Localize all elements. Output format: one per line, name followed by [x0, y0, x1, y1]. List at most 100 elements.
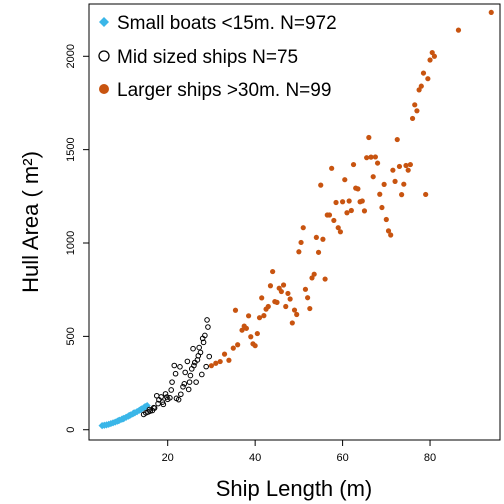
legend-entry-larger-ships: Larger ships >30m. N=99 [99, 80, 331, 101]
y-axis-ticks: 0 500 1000 1500 2000 [65, 44, 89, 433]
mid-sized-ship-point [204, 317, 210, 323]
mid-sized-ship-point [180, 383, 186, 390]
legend-filled-circle-marker [99, 84, 109, 94]
larger-ship-point [337, 229, 344, 235]
data-points [98, 9, 494, 430]
larger-ship-point [355, 186, 361, 192]
larger-ship-point [252, 343, 258, 349]
larger-ship-point [335, 225, 341, 231]
mid-sized-ship-point [202, 332, 208, 339]
x-tick-label: 80 [424, 452, 436, 464]
legend-label-small-boats: Small boats <15m. N=972 [117, 13, 337, 34]
legend-entry-small-boats: Small boats <15m. N=972 [99, 13, 337, 34]
larger-ship-point [364, 155, 370, 161]
larger-ship-point [274, 299, 280, 305]
larger-ship-point [239, 327, 245, 333]
larger-ship-point [388, 232, 394, 238]
small-boat-point [136, 405, 145, 414]
mid-sized-ship-point [197, 349, 204, 356]
larger-ship-point [265, 303, 271, 310]
larger-ship-point [381, 181, 387, 187]
mid-sized-ship-point [155, 400, 161, 407]
mid-sized-ship-point [191, 362, 197, 369]
larger-ship-point [412, 102, 418, 108]
mid-sized-ship-point [193, 379, 199, 385]
larger-ship-point [383, 216, 389, 223]
larger-ship-point [423, 191, 429, 198]
larger-ship-point [285, 290, 291, 297]
larger-ship-point [230, 345, 236, 351]
larger-ship-point [278, 288, 284, 295]
larger-ship-point [320, 236, 326, 242]
x-axis-title: Ship Length (m) [216, 476, 373, 501]
larger-ship-point [348, 207, 354, 214]
larger-ship-point [401, 181, 407, 187]
legend-entry-mid-sized: Mid sized ships N=75 [98, 47, 298, 68]
mid-sized-ship-point [205, 324, 211, 330]
legend-label-larger-ships: Larger ships >30m. N=99 [117, 80, 331, 101]
larger-ship-point [213, 360, 219, 366]
larger-ship-point [339, 199, 346, 205]
mid-sized-ship-point [192, 359, 198, 366]
y-tick-label: 2000 [65, 44, 77, 68]
mid-sized-ship-point [164, 394, 170, 400]
larger-ship-point [333, 199, 339, 206]
mid-sized-ship-point [187, 372, 194, 379]
larger-ship-point [256, 315, 263, 321]
x-tick-label: 20 [162, 452, 174, 464]
plot-area [88, 3, 501, 441]
larger-ship-point [392, 178, 398, 184]
mid-sized-ship-point [146, 406, 153, 413]
larger-ship-point [346, 198, 352, 204]
larger-ship-point [313, 234, 319, 241]
mid-sized-ship-point [206, 353, 213, 360]
larger-ship-point [329, 165, 335, 171]
larger-ship-point [318, 182, 324, 188]
y-axis-title: Hull Area ( m²) [18, 151, 43, 293]
y-tick-label: 500 [65, 327, 77, 345]
larger-ship-point [208, 363, 215, 369]
larger-ship-point [331, 217, 337, 224]
mid-sized-ship-point [177, 364, 183, 370]
larger-ship-point [232, 307, 239, 313]
mid-sized-ship-point [200, 339, 207, 346]
larger-ship-point [326, 212, 333, 218]
mid-sized-ship-point [182, 369, 188, 376]
larger-ship-point [298, 239, 304, 246]
y-tick-label: 0 [65, 427, 77, 433]
mid-sized-ship-point [203, 363, 209, 370]
larger-ship-point [399, 192, 405, 198]
small-boat-point [129, 409, 138, 417]
larger-ship-point [270, 268, 276, 275]
larger-ship-point [344, 210, 350, 216]
larger-ship-point [235, 342, 241, 348]
plot-frame [88, 3, 501, 441]
larger-ship-point [368, 154, 374, 160]
mid-sized-ship-point [169, 379, 175, 385]
y-tick-label: 1000 [65, 231, 77, 255]
mid-sized-ship-point [158, 394, 164, 400]
larger-ship-point [359, 198, 365, 204]
larger-ship-point [243, 325, 250, 331]
larger-ship-point [300, 225, 306, 231]
larger-ship-point [280, 282, 287, 288]
larger-ship-point [425, 76, 431, 82]
larger-ship-point [414, 108, 420, 114]
larger-ship-point [377, 191, 383, 197]
larger-ship-point [305, 295, 311, 301]
mid-sized-ship-point [178, 391, 184, 398]
larger-ship-point [289, 320, 295, 326]
larger-ship-point [322, 276, 328, 282]
mid-sized-ship-point [168, 387, 174, 393]
larger-ship-point [261, 313, 267, 319]
larger-ship-point [396, 163, 403, 170]
mid-sized-ship-point [196, 344, 202, 351]
larger-ship-point [283, 303, 289, 310]
larger-ship-point [217, 358, 223, 365]
larger-ship-point [366, 134, 372, 141]
mid-sized-ship-point [185, 386, 192, 393]
larger-ship-point [418, 83, 424, 89]
larger-ship-point [374, 160, 381, 166]
mid-sized-ship-point [172, 370, 179, 377]
